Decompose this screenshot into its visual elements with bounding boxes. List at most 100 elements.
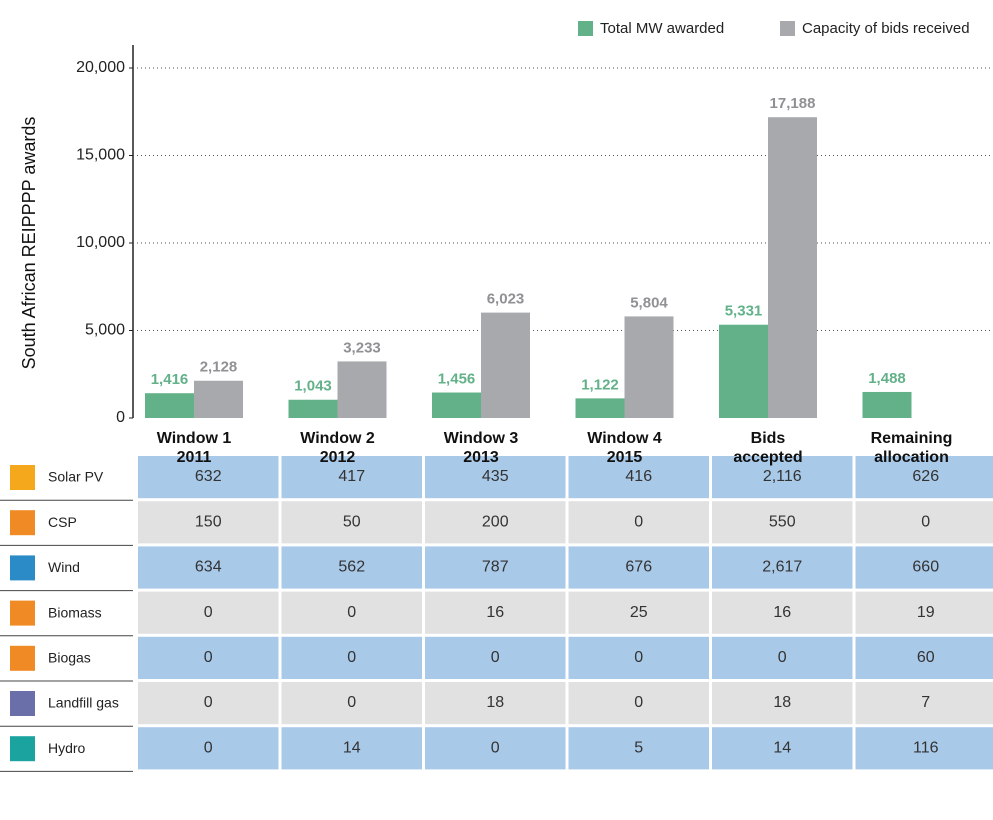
value-label: 5,331 — [725, 303, 763, 320]
table-cell — [855, 727, 993, 770]
row-icon — [10, 465, 35, 490]
table-cell — [712, 682, 853, 725]
cell-text: 0 — [347, 604, 356, 621]
row-icon — [10, 691, 35, 716]
cell-text: 150 — [195, 513, 222, 530]
cell-text: 25 — [630, 604, 648, 621]
bar — [288, 399, 338, 418]
y-tick-label: 15,000 — [76, 147, 125, 164]
cell-text: 0 — [204, 604, 213, 621]
table-cell — [138, 682, 279, 725]
row-label: Biogas — [48, 650, 91, 666]
cell-text: 0 — [634, 513, 643, 530]
cell-text: 416 — [625, 468, 652, 485]
row-label: Hydro — [48, 740, 86, 756]
table-cell — [712, 546, 853, 589]
table-cell — [138, 727, 279, 770]
table-cell — [425, 501, 566, 544]
table-cell — [712, 456, 853, 499]
cell-text: 116 — [913, 739, 939, 756]
cell-text: 417 — [338, 468, 365, 485]
cell-text: 0 — [347, 694, 356, 711]
cell-text: 0 — [204, 694, 213, 711]
legend-swatch — [578, 21, 593, 36]
bar — [481, 312, 530, 418]
table-cell — [425, 682, 566, 725]
table-cell — [425, 456, 566, 499]
table-cell — [281, 591, 422, 634]
table-cell — [425, 591, 566, 634]
table-cell — [855, 591, 993, 634]
row-icon — [10, 736, 35, 762]
table-cell — [855, 546, 993, 589]
table-cell — [855, 456, 993, 499]
value-label: 1,416 — [151, 371, 189, 388]
legend-swatch — [780, 21, 795, 36]
table-cell — [712, 727, 853, 770]
value-label: 2,128 — [200, 359, 238, 376]
table-cell — [855, 636, 993, 679]
table-cell — [568, 501, 709, 544]
row-icon — [10, 555, 35, 581]
cell-text: 19 — [917, 604, 935, 621]
cell-text: 0 — [778, 649, 787, 666]
cell-text: 0 — [921, 513, 930, 530]
table-cell — [281, 727, 422, 770]
x-tick-label: Bids accepted — [733, 430, 803, 466]
row-label: Wind — [48, 559, 80, 575]
cell-text: 550 — [769, 513, 796, 530]
table-cell — [281, 682, 422, 725]
cell-text: 60 — [917, 649, 935, 666]
cell-text: 0 — [634, 694, 643, 711]
cell-text: 634 — [195, 559, 222, 576]
table-cell — [138, 501, 279, 544]
table-cell — [855, 682, 993, 725]
row-label: CSP — [48, 514, 77, 530]
bar — [719, 324, 768, 418]
value-label: 17,188 — [770, 95, 816, 112]
x-tick-label: Window 1 2011 — [156, 430, 232, 466]
cell-text: 5 — [634, 739, 643, 756]
table-cell — [568, 456, 709, 499]
cell-text: 676 — [625, 559, 652, 576]
table-cell — [568, 727, 709, 770]
table-cell — [568, 546, 709, 589]
cell-text: 2,617 — [762, 559, 802, 576]
bar — [624, 316, 674, 418]
table-cell — [138, 546, 279, 589]
table-cell — [855, 501, 993, 544]
table-cell — [281, 456, 422, 499]
cell-text: 14 — [773, 739, 791, 756]
table-cell — [425, 546, 566, 589]
y-axis-title: South African REIPPPP awards — [19, 117, 39, 370]
cell-text: 0 — [634, 649, 643, 666]
bar — [575, 398, 625, 418]
row-label: Solar PV — [48, 469, 104, 485]
row-icon — [10, 600, 35, 626]
cell-text: 0 — [204, 649, 213, 666]
table-cell — [712, 636, 853, 679]
cell-text: 632 — [195, 468, 222, 485]
cell-text: 18 — [773, 694, 791, 711]
cell-text: 14 — [343, 739, 361, 756]
cell-text: 626 — [912, 468, 939, 485]
y-tick-label: 0 — [116, 409, 125, 426]
table-cell — [281, 546, 422, 589]
value-label: 1,488 — [868, 370, 906, 387]
cell-text: 16 — [773, 604, 791, 621]
cell-text: 2,116 — [763, 468, 802, 485]
cell-text: 7 — [921, 694, 930, 711]
x-tick-label: Window 3 2013 — [443, 430, 519, 466]
cell-text: 0 — [347, 649, 356, 666]
row-label: Biomass — [48, 604, 102, 620]
y-tick-label: 20,000 — [76, 59, 125, 76]
table-cell — [138, 591, 279, 634]
x-tick-label: Remaining allocation — [870, 430, 953, 466]
cell-text: 787 — [482, 559, 509, 576]
table-cell — [712, 501, 853, 544]
value-label: 1,122 — [581, 376, 619, 393]
bar — [145, 393, 194, 418]
bar — [432, 392, 481, 418]
